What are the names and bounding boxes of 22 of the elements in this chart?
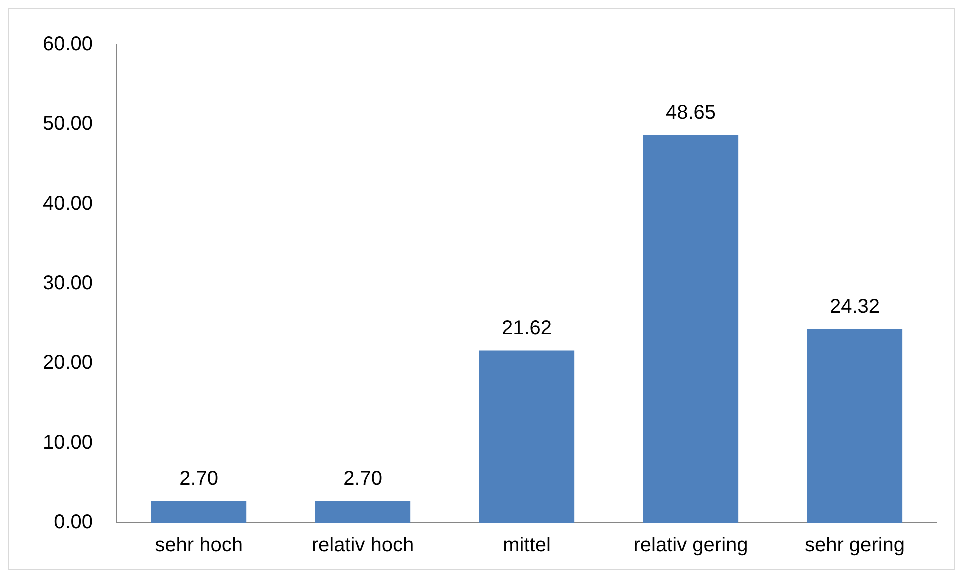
data-label: 24.32 — [830, 296, 880, 318]
y-tick-label: 40.00 — [42, 192, 94, 215]
y-tick-label: 10.00 — [42, 432, 94, 454]
x-tick-label: mittel — [503, 534, 551, 557]
x-tick-label: relativ hoch — [312, 534, 414, 557]
data-label: 2.70 — [344, 468, 383, 490]
bar — [479, 350, 575, 523]
data-label: 2.70 — [180, 468, 219, 490]
data-label: 48.65 — [666, 102, 716, 124]
x-tick-label: relativ gering — [634, 534, 748, 557]
y-tick-label: 60.00 — [42, 34, 94, 56]
y-tick-label: 20.00 — [42, 352, 94, 374]
bar — [151, 501, 247, 523]
y-tick-label: 50.00 — [42, 113, 94, 136]
y-tick-label: 0.00 — [54, 512, 94, 534]
bar — [315, 501, 411, 523]
x-tick-label: sehr hoch — [155, 534, 243, 557]
y-tick-label: 30.00 — [42, 272, 94, 295]
data-label: 21.62 — [502, 317, 552, 340]
bar — [643, 135, 739, 523]
bar — [807, 329, 903, 523]
x-tick-label: sehr gering — [804, 534, 906, 557]
